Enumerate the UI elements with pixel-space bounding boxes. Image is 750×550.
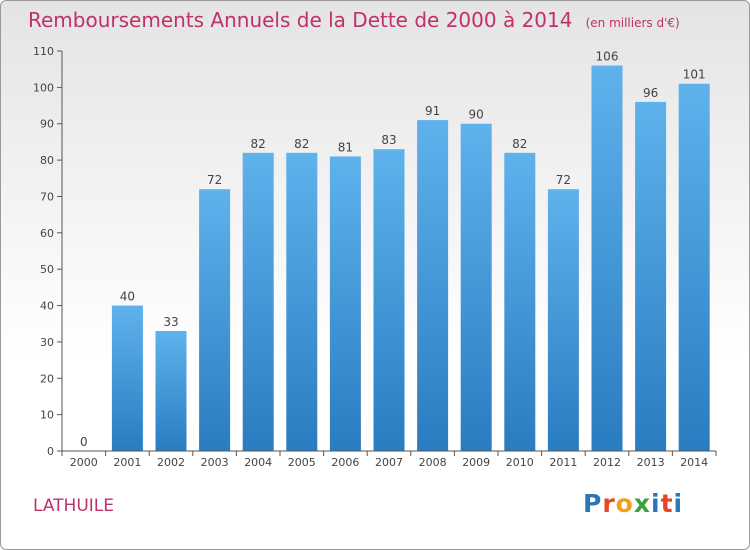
y-tick-label: 80 (40, 154, 54, 167)
x-tick-label: 2012 (593, 456, 621, 469)
data-label: 33 (163, 315, 178, 329)
data-label: 106 (596, 50, 619, 64)
x-axis: 2000 2001 2002 2003 2004 2005 2006 2007 2008 2009… (61, 450, 717, 469)
chart-title: Remboursements Annuels de la Dette de 20… (28, 8, 680, 32)
x-tick-label: 2003 (201, 456, 229, 469)
bars: 0 40 33 72 82 82 81 83 91 90 82 72 106 96 101 (80, 50, 710, 452)
proxiti-logo: Proxiti (583, 489, 683, 518)
data-label: 40 (120, 290, 135, 304)
x-tick-label: 2000 (70, 456, 98, 469)
y-tick-label: 30 (40, 336, 54, 349)
x-tick-label: 2004 (244, 456, 272, 469)
x-tick-label: 2006 (331, 456, 359, 469)
bar (286, 152, 318, 451)
logo-letter: o (615, 489, 634, 518)
data-label: 96 (643, 86, 658, 100)
y-tick-label: 0 (47, 445, 54, 458)
chart-unit: (en milliers d'€) (585, 16, 680, 30)
x-tick-label: 2007 (375, 456, 403, 469)
bar (547, 189, 579, 451)
x-tick-label: 2013 (637, 456, 665, 469)
data-label: 90 (469, 108, 484, 122)
y-tick-label: 20 (40, 372, 54, 385)
y-tick-label: 110 (33, 45, 54, 58)
data-label: 82 (294, 137, 309, 151)
data-label: 72 (556, 173, 571, 187)
data-label: 72 (207, 173, 222, 187)
bar (373, 149, 405, 451)
bar (155, 331, 187, 451)
bar (591, 65, 623, 451)
data-label: 82 (512, 137, 527, 151)
x-tick-label: 2002 (157, 456, 185, 469)
chart-title-text: Remboursements Annuels de la Dette de 20… (28, 8, 573, 32)
logo-letter: i (673, 489, 684, 518)
bar (417, 120, 449, 451)
y-tick-label: 10 (40, 409, 54, 422)
bar (460, 123, 492, 452)
bar (635, 101, 667, 451)
data-label: 82 (251, 137, 266, 151)
x-tick-label: 2010 (506, 456, 534, 469)
y-axis: 0 10 20 30 40 50 60 70 80 90 100 110 (33, 45, 63, 458)
bar (678, 83, 710, 452)
data-label: 83 (381, 133, 396, 147)
logo-letter: t (660, 489, 674, 518)
y-tick-label: 40 (40, 300, 54, 313)
y-tick-label: 70 (40, 190, 54, 203)
logo-letter: i (651, 489, 661, 518)
x-tick-label: 2001 (113, 456, 141, 469)
x-tick-label: 2009 (462, 456, 490, 469)
bar (242, 152, 274, 451)
bar (199, 189, 231, 451)
bar (504, 152, 536, 451)
y-tick-label: 60 (40, 227, 54, 240)
data-label: 101 (683, 68, 706, 82)
logo-letter: r (602, 489, 616, 518)
data-label: 0 (80, 435, 88, 449)
x-tick-label: 2005 (288, 456, 316, 469)
y-tick-label: 100 (33, 81, 54, 94)
x-tick-label: 2008 (419, 456, 447, 469)
bar (329, 156, 361, 452)
commune-name: LATHUILE (33, 496, 115, 516)
bar (111, 305, 143, 451)
logo-letter: P (583, 489, 603, 518)
logo-letter: x (633, 489, 651, 518)
y-tick-label: 90 (40, 118, 54, 131)
x-tick-label: 2011 (549, 456, 577, 469)
x-tick-label: 2014 (680, 456, 708, 469)
data-label: 91 (425, 104, 440, 118)
y-tick-label: 50 (40, 263, 54, 276)
data-label: 81 (338, 140, 353, 154)
